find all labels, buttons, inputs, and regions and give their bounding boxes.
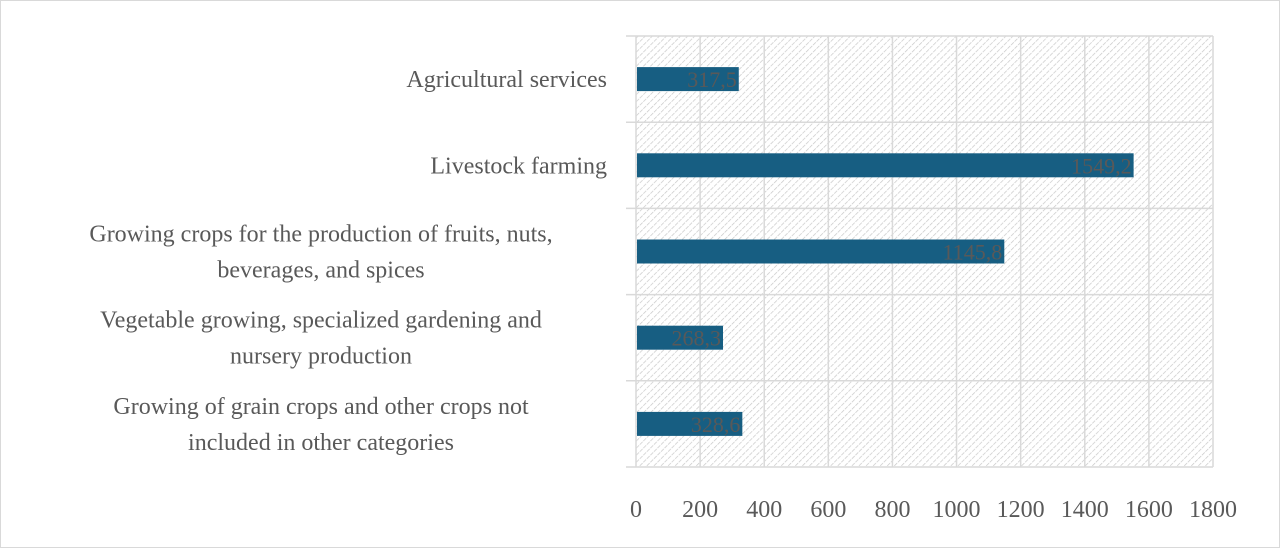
x-tick-label: 600 — [810, 497, 846, 523]
data-label: 268,3 — [672, 326, 722, 351]
data-label: 317,5 — [687, 67, 737, 92]
bar — [637, 411, 743, 436]
x-tick-label: 1400 — [1061, 497, 1109, 523]
category-label: nursery production — [230, 344, 412, 370]
data-label: 328,6 — [691, 412, 741, 437]
bar — [637, 239, 1005, 264]
category-label: Agricultural services — [406, 67, 607, 93]
x-tick-label: 200 — [682, 497, 718, 523]
bar — [637, 67, 739, 92]
x-tick-label: 1200 — [997, 497, 1045, 523]
category-label: Livestock farming — [430, 153, 607, 179]
category-label: Vegetable growing, specialized gardening… — [100, 308, 542, 334]
data-label: 1145,8 — [943, 240, 1003, 265]
x-tick-label: 0 — [630, 497, 642, 523]
bar — [637, 153, 1134, 178]
x-tick-label: 1800 — [1189, 497, 1237, 523]
category-label: included in other categories — [188, 430, 454, 456]
x-tick-label: 1600 — [1125, 497, 1173, 523]
bar — [637, 325, 724, 350]
data-label: 1549,2 — [1071, 153, 1132, 178]
category-label: Growing crops for the production of frui… — [89, 222, 552, 248]
x-tick-label: 800 — [874, 497, 910, 523]
category-label: beverages, and spices — [217, 258, 424, 284]
x-tick-label: 1000 — [933, 497, 981, 523]
x-tick-label: 400 — [746, 497, 782, 523]
category-label: Growing of grain crops and other crops n… — [113, 394, 529, 420]
